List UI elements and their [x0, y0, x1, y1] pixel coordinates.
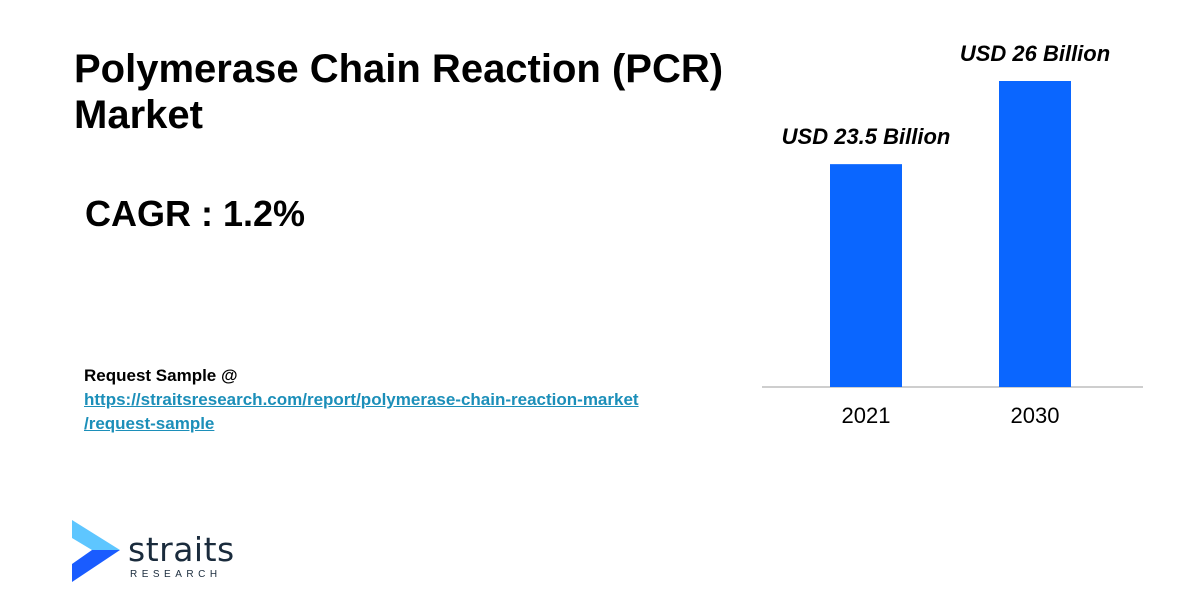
x-tick-2030: 2030	[1011, 403, 1060, 428]
title-line-2: Market	[74, 93, 203, 137]
logo-lower-shape	[72, 550, 120, 582]
request-link-line-1: https://straitsresearch.com/report/polym…	[84, 390, 639, 409]
request-sample-link[interactable]: https://straitsresearch.com/report/polym…	[84, 388, 639, 436]
request-sample-block: Request Sample @ https://straitsresearch…	[84, 364, 639, 436]
data-label-2021: USD 23.5 Billion	[782, 124, 951, 149]
request-link-line-2: /request-sample	[84, 414, 215, 433]
data-label-2030: USD 26 Billion	[960, 41, 1110, 66]
bar-2030	[999, 81, 1071, 387]
logo-subtitle: RESEARCH	[130, 569, 222, 580]
x-tick-2021: 2021	[842, 403, 891, 428]
bar-2021	[830, 164, 902, 387]
logo-upper-shape	[72, 520, 120, 550]
market-bar-chart: USD 23.5 Billion 2021 USD 26 Billion 2030	[762, 41, 1143, 428]
page-title: Polymerase Chain Reaction (PCR) Market	[74, 46, 723, 138]
title-line-1: Polymerase Chain Reaction (PCR)	[74, 47, 724, 91]
cagr-label: CAGR : 1.2%	[85, 193, 306, 234]
straits-logo-icon	[72, 520, 120, 582]
request-sample-label: Request Sample @	[84, 366, 238, 385]
logo-wordmark: straits	[128, 530, 235, 569]
